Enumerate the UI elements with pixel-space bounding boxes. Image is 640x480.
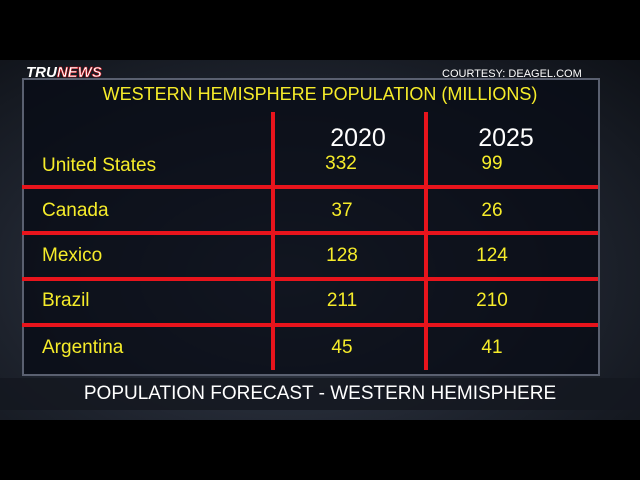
cell-value: 45 bbox=[331, 337, 353, 358]
table-title: WESTERN HEMISPHERE POPULATION (MILLIONS) bbox=[102, 84, 538, 104]
cell-value: 26 bbox=[481, 200, 503, 221]
row-label: Canada bbox=[42, 200, 109, 221]
cell-value: 128 bbox=[326, 245, 358, 266]
row-divider bbox=[22, 323, 598, 327]
credit: COURTESY: DEAGEL.COM bbox=[442, 68, 582, 80]
row-label: Brazil bbox=[42, 290, 90, 311]
cell-value: 332 bbox=[325, 153, 357, 174]
cell-value: 124 bbox=[476, 245, 508, 266]
column-divider bbox=[424, 112, 428, 370]
row-label: Argentina bbox=[42, 337, 124, 358]
cell-value: 99 bbox=[481, 153, 503, 174]
broadcast-frame: TRUNEWS COURTESY: DEAGEL.COM WESTERN HEM… bbox=[0, 60, 640, 420]
cell-value: 211 bbox=[326, 290, 358, 311]
logo-part: NEWS bbox=[56, 64, 103, 82]
row-divider bbox=[22, 231, 598, 235]
column-divider bbox=[271, 112, 275, 370]
row-label: Mexico bbox=[42, 245, 103, 266]
cell-value: 37 bbox=[331, 200, 353, 221]
cell-value: 41 bbox=[481, 337, 503, 358]
row-label: United States bbox=[42, 155, 157, 176]
table-panel bbox=[22, 78, 600, 376]
row-divider bbox=[22, 277, 598, 281]
column-header: 2025 bbox=[478, 124, 534, 152]
logo: TRUNEWS bbox=[26, 64, 103, 82]
logo-part: TRU bbox=[26, 64, 57, 81]
cell-value: 210 bbox=[476, 290, 508, 311]
column-header: 2020 bbox=[330, 124, 386, 152]
caption: POPULATION FORECAST - WESTERN HEMISPHERE bbox=[0, 378, 640, 410]
row-divider bbox=[22, 185, 598, 189]
